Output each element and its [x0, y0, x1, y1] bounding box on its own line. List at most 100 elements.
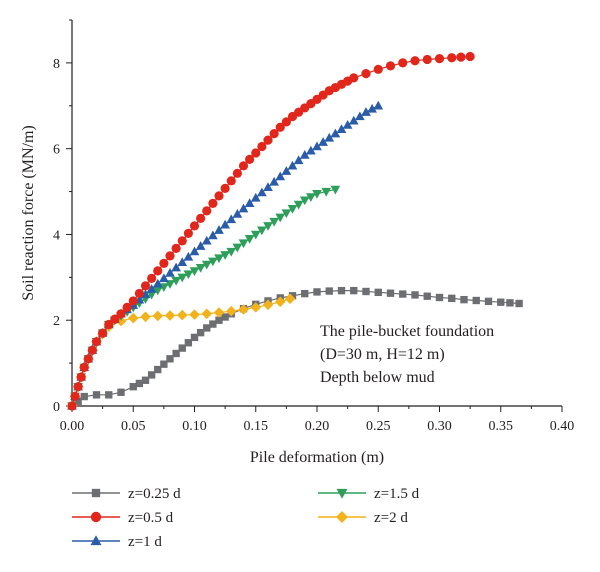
data-point [251, 148, 261, 158]
data-point [250, 192, 261, 202]
data-point [410, 56, 420, 66]
data-point [460, 295, 468, 304]
data-point [262, 299, 274, 311]
data-point [104, 319, 114, 330]
data-point [83, 354, 93, 364]
data-point [301, 289, 309, 298]
data-point [141, 376, 150, 384]
data-point [275, 213, 286, 223]
legend-marker [90, 535, 102, 546]
data-point [153, 266, 163, 276]
y-tick-label: 4 [53, 228, 60, 243]
data-point [275, 171, 286, 181]
data-point [171, 276, 181, 286]
legend-label: z=0.5 d [128, 510, 174, 526]
data-point [208, 230, 218, 240]
data-point [165, 251, 175, 261]
data-point [171, 262, 181, 272]
data-point [164, 310, 176, 321]
data-point [284, 293, 296, 305]
data-point [318, 137, 328, 146]
annotation-line: Depth below mud [320, 369, 435, 386]
legend-marker [91, 488, 101, 498]
data-point [465, 51, 475, 62]
series-line [71, 290, 520, 407]
data-point [313, 288, 321, 296]
data-point [324, 132, 335, 142]
data-point [116, 309, 126, 319]
data-point [135, 379, 144, 388]
data-point [152, 286, 163, 296]
data-point [201, 308, 213, 320]
x-axis-title: Pile deformation (m) [250, 449, 384, 466]
data-point [232, 243, 243, 253]
data-point [201, 235, 212, 245]
data-point [288, 292, 297, 300]
data-point [189, 246, 200, 256]
data-point [183, 228, 193, 238]
data-point [350, 286, 358, 295]
data-point [177, 273, 188, 283]
data-point [189, 221, 200, 231]
data-point [422, 54, 432, 65]
data-point [208, 257, 218, 267]
data-point [171, 243, 181, 253]
legend-item: z=1.5 d [318, 486, 420, 502]
data-point [128, 296, 138, 306]
data-point [110, 314, 120, 324]
data-point [263, 135, 273, 145]
data-point [506, 299, 514, 307]
data-point [257, 141, 267, 152]
data-point [330, 128, 341, 138]
data-point [213, 307, 225, 318]
y-tick-label: 8 [53, 57, 60, 72]
data-point [263, 222, 273, 231]
legend-item: z=0.25 d [72, 486, 181, 502]
data-point [257, 187, 267, 197]
data-point [435, 293, 444, 302]
data-point [80, 392, 88, 401]
data-point [214, 191, 224, 201]
data-point [165, 267, 175, 277]
data-point [244, 198, 255, 208]
data-point [362, 287, 370, 296]
data-point [411, 291, 419, 299]
data-point [497, 298, 505, 306]
data-point [399, 290, 407, 298]
legend-marker [336, 488, 348, 499]
data-point [115, 315, 127, 327]
data-point [76, 372, 86, 382]
data-point [140, 311, 151, 323]
data-point [515, 299, 523, 308]
data-point [321, 187, 332, 197]
data-point [325, 287, 333, 295]
x-tick-label: 0.15 [244, 419, 269, 434]
data-point [152, 310, 164, 322]
data-point [196, 213, 206, 223]
data-point [263, 182, 273, 191]
data-point [232, 168, 242, 178]
data-point [281, 166, 292, 175]
x-tick-label: 0.00 [60, 419, 85, 434]
data-point [269, 129, 279, 139]
data-point [70, 391, 80, 401]
data-point [299, 150, 310, 159]
annotation-line: (D=30 m, H=12 m) [320, 346, 445, 363]
annotation-line: The pile-bucket foundation [320, 323, 494, 340]
data-point [215, 316, 223, 324]
data-point [226, 176, 236, 186]
data-point [220, 251, 230, 260]
data-point [456, 52, 466, 62]
data-point [423, 292, 431, 300]
data-point [122, 302, 132, 312]
data-point [183, 251, 194, 261]
legend-label: z=1.5 d [374, 486, 420, 502]
legend-label: z=0.25 d [128, 486, 181, 502]
data-point [293, 200, 304, 210]
data-point [105, 391, 113, 399]
data-point [269, 176, 279, 186]
data-point [154, 365, 162, 374]
data-point [172, 349, 180, 358]
data-point [275, 122, 285, 132]
legend-marker [336, 511, 348, 523]
